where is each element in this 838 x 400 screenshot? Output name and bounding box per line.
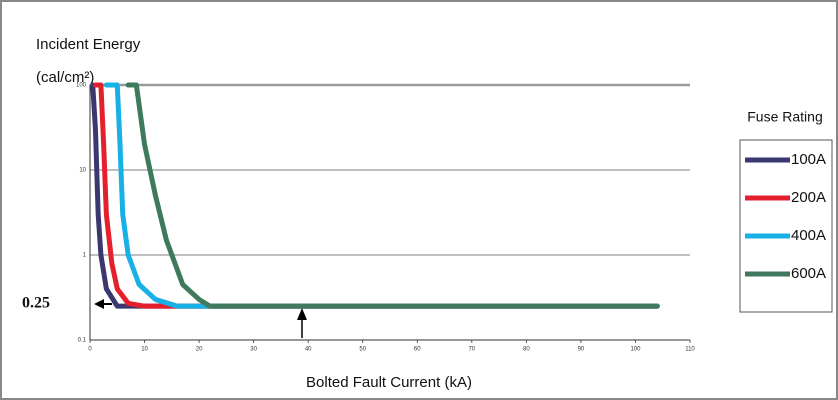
annotation: 0.25 xyxy=(22,295,50,312)
legend-label: 100A xyxy=(791,151,826,168)
legend-label: 200A xyxy=(791,189,826,206)
series-line xyxy=(90,82,660,309)
y-tick-label: 1 xyxy=(83,253,87,259)
y-tick-label: 100 xyxy=(76,83,87,89)
legend-title: Fuse Rating xyxy=(747,109,822,125)
series-line xyxy=(92,82,660,309)
x-tick-label: 90 xyxy=(578,347,585,353)
x-tick-label: 30 xyxy=(250,347,257,353)
y-tick-label: 10 xyxy=(79,168,86,174)
x-tick-label: 80 xyxy=(523,347,530,353)
y-axis-label: Incident Energy xyxy=(36,36,141,53)
legend: 100A 200A 400A 600A xyxy=(739,139,833,313)
x-axis-label: Bolted Fault Current (kA) xyxy=(306,374,472,391)
legend-label: 600A xyxy=(791,265,826,282)
series-line xyxy=(125,82,660,309)
y-tick-label: 0.1 xyxy=(78,338,87,344)
legend-box xyxy=(739,139,833,313)
x-tick-label: 70 xyxy=(468,347,475,353)
annotation-arrowhead xyxy=(297,308,307,320)
x-tick-label: 20 xyxy=(196,347,203,353)
x-tick-label: 60 xyxy=(414,347,421,353)
x-tick-label: 40 xyxy=(305,347,312,353)
x-tick-label: 100 xyxy=(630,347,641,353)
series-line xyxy=(103,82,660,309)
legend-label: 400A xyxy=(791,227,826,244)
annotation-arrowhead xyxy=(94,299,104,309)
x-tick-label: 0 xyxy=(88,347,92,353)
y-axis-unit: (cal/cm²) xyxy=(36,69,94,86)
x-tick-label: 10 xyxy=(141,347,148,353)
x-tick-label: 50 xyxy=(359,347,366,353)
x-tick-label: 110 xyxy=(685,347,695,353)
